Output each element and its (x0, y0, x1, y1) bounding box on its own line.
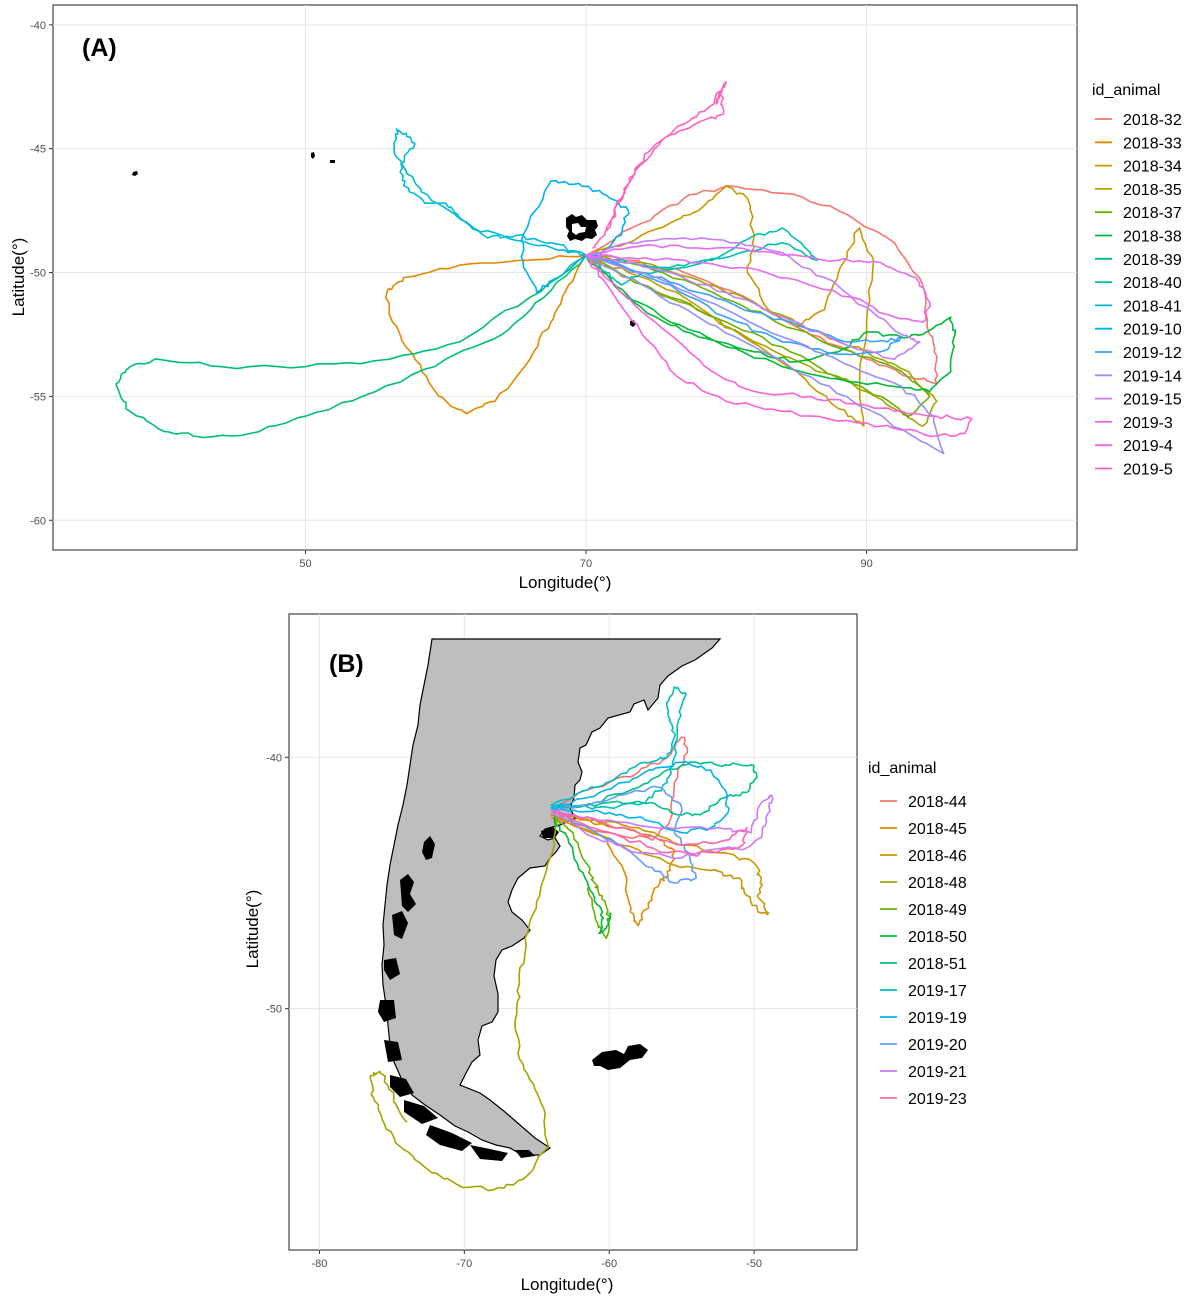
panel-b-xtick-label-0: -80 (311, 1258, 327, 1270)
track-2018-39 (115, 254, 587, 439)
panel-a-ytick-label-3: -55 (30, 391, 46, 403)
legend-label-2018-35: 2018-35 (1123, 182, 1182, 199)
track-2018-50 (553, 816, 612, 935)
panel-a-islands (132, 152, 636, 327)
panel-a-ylabel: Latitude(°) (9, 238, 28, 317)
panel-a-xtick-label-2: 90 (860, 558, 872, 570)
legend-label-2018-41: 2018-41 (1123, 298, 1182, 315)
legend-label-2019-19: 2019-19 (908, 1010, 967, 1027)
track-2019-10 (520, 180, 630, 294)
legend-label-2019-21: 2019-21 (908, 1064, 967, 1081)
legend-label-2018-34: 2018-34 (1123, 159, 1182, 176)
crozet-island-1 (132, 171, 138, 176)
legend-label-2019-15: 2019-15 (1123, 392, 1182, 409)
panel-a-legend: 2018-32 2018-33 2018-34 2018-35 2018-37 2018-… (1095, 112, 1182, 479)
falkland-islands (592, 1044, 648, 1070)
legend-label-2019-10: 2019-10 (1123, 322, 1182, 339)
track-2018-49 (553, 814, 611, 940)
legend-label-2019-3: 2019-3 (1123, 415, 1173, 432)
legend-label-2018-51: 2018-51 (908, 956, 967, 973)
legend-label-2018-37: 2018-37 (1123, 205, 1182, 222)
legend-label-2018-32: 2018-32 (1123, 112, 1182, 129)
panel-b-ylabel: Latitude(°) (243, 890, 262, 969)
panel-a: (A) Longitude(°) Latitude(°) 50 70 90 -40 -4… (9, 4, 1182, 592)
panel-a-ticks: 50 70 90 -40 -45 -50 -55 -60 (30, 20, 873, 570)
track-2019-4 (585, 254, 973, 438)
panel-a-ytick-label-1: -45 (30, 144, 46, 156)
track-2018-41 (393, 128, 587, 256)
legend-label-2019-4: 2019-4 (1123, 438, 1173, 455)
panel-b-xtick-label-2: -60 (601, 1258, 617, 1270)
panel-a-label: (A) (82, 34, 117, 62)
panel-b-label: (B) (329, 650, 364, 678)
track-2019-12 (585, 254, 903, 356)
south-america-landmass (381, 638, 722, 1156)
panel-a-tracks (115, 81, 973, 455)
panel-b: (B) Longitude(°) Latitude(°) -80 -70 -60 -5… (243, 613, 967, 1294)
legend-label-2018-44: 2018-44 (908, 794, 967, 811)
legend-label-2019-17: 2019-17 (908, 983, 967, 1000)
panel-a-legend-title: id_animal (1092, 82, 1160, 99)
legend-label-2018-33: 2018-33 (1123, 135, 1182, 152)
legend-label-2018-39: 2018-39 (1123, 252, 1182, 269)
legend-label-2018-49: 2018-49 (908, 902, 967, 919)
panel-b-ytick-label-1: -50 (266, 1004, 282, 1016)
legend-label-2018-38: 2018-38 (1123, 229, 1182, 246)
track-2018-48 (369, 816, 558, 1192)
track-2019-17 (550, 686, 687, 810)
track-2018-46 (550, 814, 770, 916)
panel-a-ytick-label-0: -40 (30, 20, 46, 32)
crozet-island-2 (311, 152, 315, 159)
track-2018-40 (585, 227, 819, 286)
panel-b-xlabel: Longitude(°) (521, 1275, 614, 1294)
legend-label-2019-5: 2019-5 (1123, 462, 1173, 479)
legend-label-2018-45: 2018-45 (908, 821, 967, 838)
legend-label-2019-23: 2019-23 (908, 1091, 967, 1108)
panel-b-legend: 2018-44 2018-45 2018-46 2018-48 2018-49 2018-… (880, 794, 967, 1108)
track-2019-19 (550, 760, 730, 834)
track-2018-32 (585, 185, 939, 385)
track-2018-34 (585, 185, 875, 427)
track-2019-21 (550, 794, 774, 860)
chiloe-island (422, 836, 435, 860)
panel-a-xtick-label-1: 70 (580, 558, 592, 570)
panel-b-ticks: -80 -70 -60 -50 -40 -50 (266, 752, 762, 1270)
track-2018-33 (385, 254, 587, 415)
panel-b-tracks (369, 686, 774, 1192)
panel-b-xtick-label-1: -70 (456, 1258, 472, 1270)
panel-b-legend-title: id_animal (868, 760, 936, 777)
legend-label-2019-20: 2019-20 (908, 1037, 967, 1054)
legend-label-2018-40: 2018-40 (1123, 275, 1182, 292)
panel-a-xlabel: Longitude(°) (519, 573, 612, 592)
panel-a-xtick-label-0: 50 (299, 558, 311, 570)
track-2018-38 (585, 254, 957, 393)
track-2019-5 (592, 81, 728, 249)
kerguelen-inner (572, 223, 586, 235)
panel-a-ytick-label-4: -60 (30, 515, 46, 527)
track-2019-15 (585, 237, 921, 360)
legend-label-2018-50: 2018-50 (908, 929, 967, 946)
legend-label-2018-46: 2018-46 (908, 848, 967, 865)
crozet-island-3 (330, 160, 335, 163)
panel-b-xtick-label-3: -50 (746, 1258, 762, 1270)
track-2019-3 (585, 244, 931, 323)
track-2019-14 (585, 254, 945, 455)
track-2018-37 (585, 254, 931, 417)
track-2019-23 (550, 809, 748, 855)
panel-b-ytick-label-0: -40 (266, 752, 282, 764)
legend-label-2019-14: 2019-14 (1123, 368, 1182, 385)
legend-label-2019-12: 2019-12 (1123, 345, 1182, 362)
panel-a-ytick-label-2: -50 (30, 268, 46, 280)
panel-b-land (378, 638, 722, 1161)
legend-label-2018-48: 2018-48 (908, 875, 967, 892)
